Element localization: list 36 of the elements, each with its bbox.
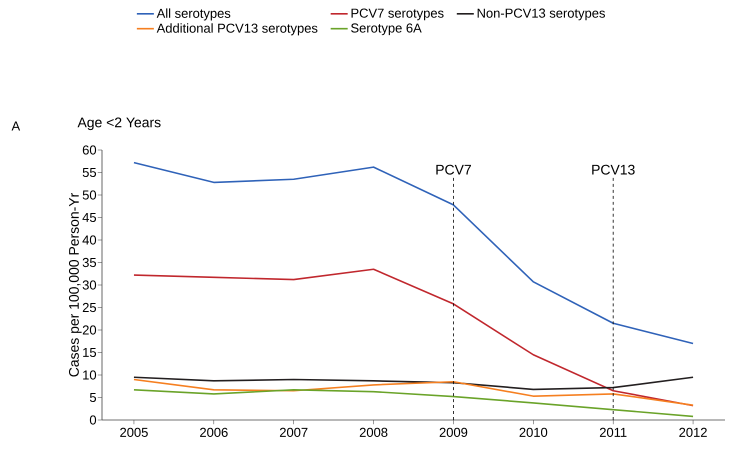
x-tick-label: 2005 <box>120 428 148 437</box>
x-tick-label: 2008 <box>360 428 388 437</box>
line-series <box>133 389 694 418</box>
y-tick-label: 40 <box>82 235 96 245</box>
x-tick-label: 2011 <box>600 428 626 437</box>
legend-label: Non-PCV13 serotypes <box>478 8 605 20</box>
x-tick-label: 2010 <box>520 428 548 437</box>
legend-label: PCV7 serotypes <box>352 8 444 20</box>
ref-line-label: PCV13 <box>592 164 635 175</box>
text: A <box>12 122 20 130</box>
y-tick-label: 5 <box>90 392 96 402</box>
y-tick-label: 10 <box>83 370 96 380</box>
legend-label: Serotype 6A <box>351 23 422 36</box>
y-tick-label: 45 <box>82 212 96 222</box>
x-tick-label: 2012 <box>679 428 707 437</box>
y-tick-label: 55 <box>82 168 96 178</box>
line-series <box>133 162 694 344</box>
legend-label: Additional PCV13 serotypes <box>156 23 318 36</box>
y-tick-label: 35 <box>82 258 96 268</box>
line-series <box>133 268 694 406</box>
chart-title: Age <2 Years <box>78 117 161 130</box>
x-tick-label: 2007 <box>280 428 308 437</box>
x-tick-label: 2009 <box>440 428 468 437</box>
y-tick-label: 50 <box>82 190 96 200</box>
y-tick-label: 60 <box>82 145 96 155</box>
line-series <box>133 378 694 406</box>
y-axis-title: Cases per 100,000 Person-Yr <box>68 193 82 377</box>
x-tick-label: 2006 <box>200 428 228 437</box>
y-tick-label: 30 <box>82 280 96 290</box>
y-tick-label: 0 <box>90 415 96 425</box>
line-series <box>133 376 694 390</box>
ref-line-label: PCV7 <box>436 164 471 175</box>
y-tick-label: 20 <box>82 325 96 335</box>
legend-label: All serotypes <box>156 8 230 20</box>
y-tick-label: 15 <box>83 348 96 358</box>
y-tick-label: 25 <box>82 302 96 312</box>
